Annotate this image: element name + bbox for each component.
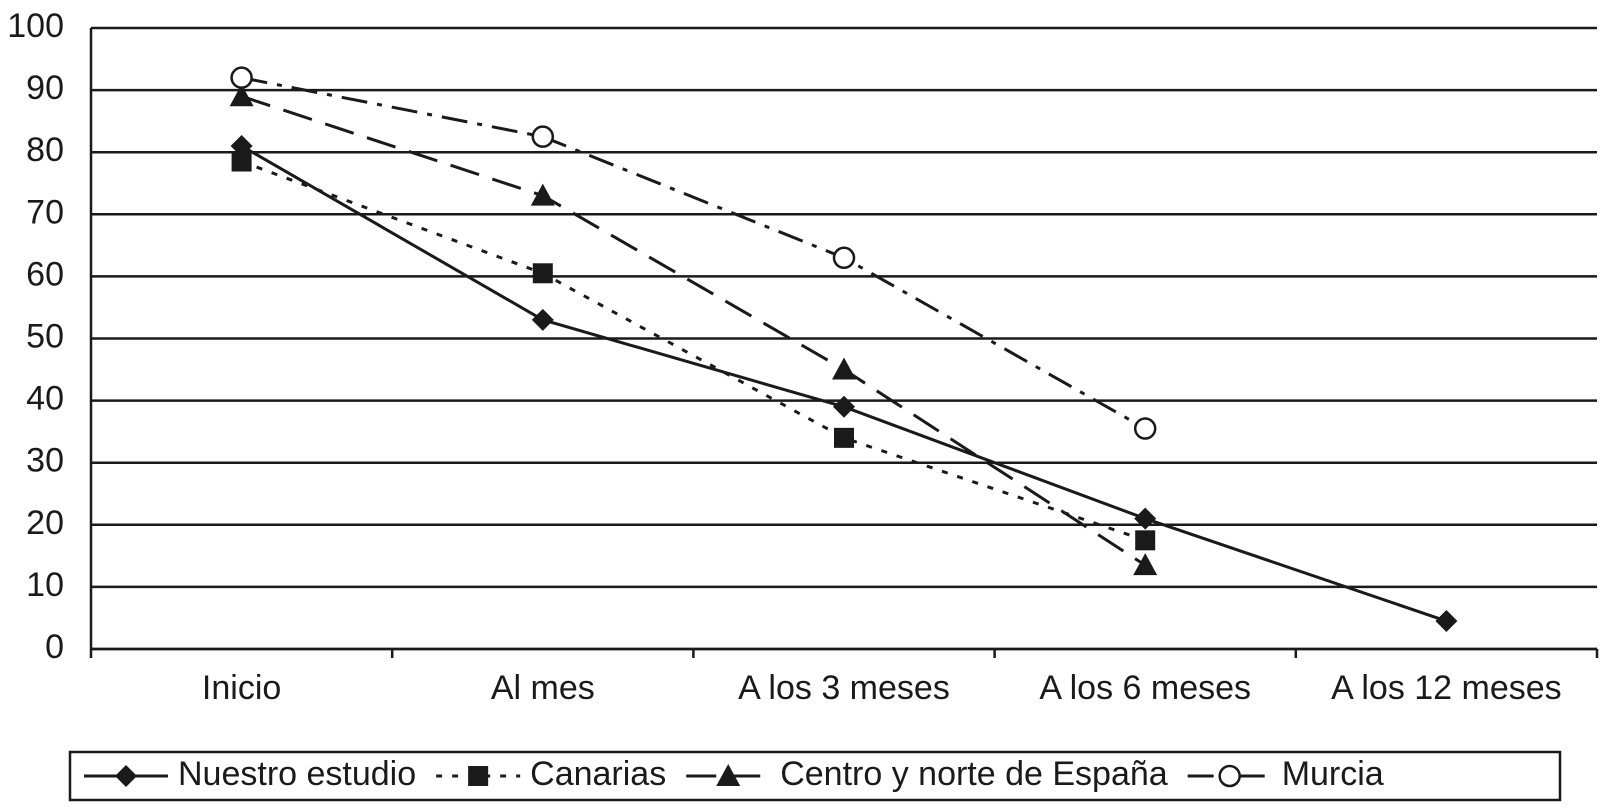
y-tick-label: 30 bbox=[26, 442, 64, 480]
marker bbox=[230, 134, 253, 157]
y-tick-label: 70 bbox=[26, 193, 64, 231]
marker bbox=[832, 246, 856, 270]
marker bbox=[833, 395, 855, 418]
x-tick-label: Al mes bbox=[491, 669, 595, 707]
legend-label: Murcia bbox=[1282, 755, 1384, 793]
marker bbox=[1435, 610, 1458, 633]
marker bbox=[115, 765, 137, 787]
marker bbox=[468, 766, 489, 786]
y-tick-label: 60 bbox=[26, 255, 64, 293]
marker bbox=[1135, 530, 1156, 551]
marker bbox=[230, 66, 253, 89]
marker bbox=[716, 764, 741, 786]
y-tick-label: 50 bbox=[26, 317, 64, 355]
x-tick-label: A los 6 meses bbox=[1039, 669, 1251, 707]
marker bbox=[231, 151, 252, 172]
marker bbox=[531, 125, 555, 148]
series-line bbox=[240, 144, 1447, 623]
legend-label: Nuestro estudio bbox=[178, 755, 416, 793]
y-tick-label: 80 bbox=[26, 131, 64, 169]
marker bbox=[1133, 553, 1158, 576]
x-tick-label: A los 12 meses bbox=[1331, 669, 1562, 707]
marker bbox=[832, 357, 856, 380]
series-line bbox=[241, 94, 1147, 567]
marker bbox=[229, 84, 254, 107]
y-tick-label: 20 bbox=[26, 504, 64, 542]
marker bbox=[530, 183, 555, 206]
marker bbox=[1218, 764, 1241, 788]
x-tick-label: A los 3 meses bbox=[738, 669, 950, 707]
marker bbox=[532, 263, 553, 284]
y-tick-label: 40 bbox=[26, 380, 64, 418]
series-line bbox=[241, 160, 1146, 542]
y-tick-label: 100 bbox=[7, 7, 64, 45]
y-tick-label: 0 bbox=[45, 628, 64, 666]
series-line bbox=[241, 76, 1146, 430]
legend-box bbox=[68, 750, 1562, 802]
legend: Nuestro estudio Canarias Centro y norte de… bbox=[68, 750, 1562, 802]
legend-label: Centro y norte de España bbox=[780, 755, 1168, 793]
y-tick-label: 10 bbox=[26, 566, 64, 604]
marker bbox=[1133, 417, 1157, 440]
legend-label: Canarias bbox=[530, 755, 666, 793]
y-tick-label: 90 bbox=[26, 69, 64, 107]
marker bbox=[531, 308, 554, 331]
marker bbox=[834, 427, 854, 448]
marker bbox=[1134, 507, 1157, 530]
x-tick-label: Inicio bbox=[202, 669, 281, 707]
